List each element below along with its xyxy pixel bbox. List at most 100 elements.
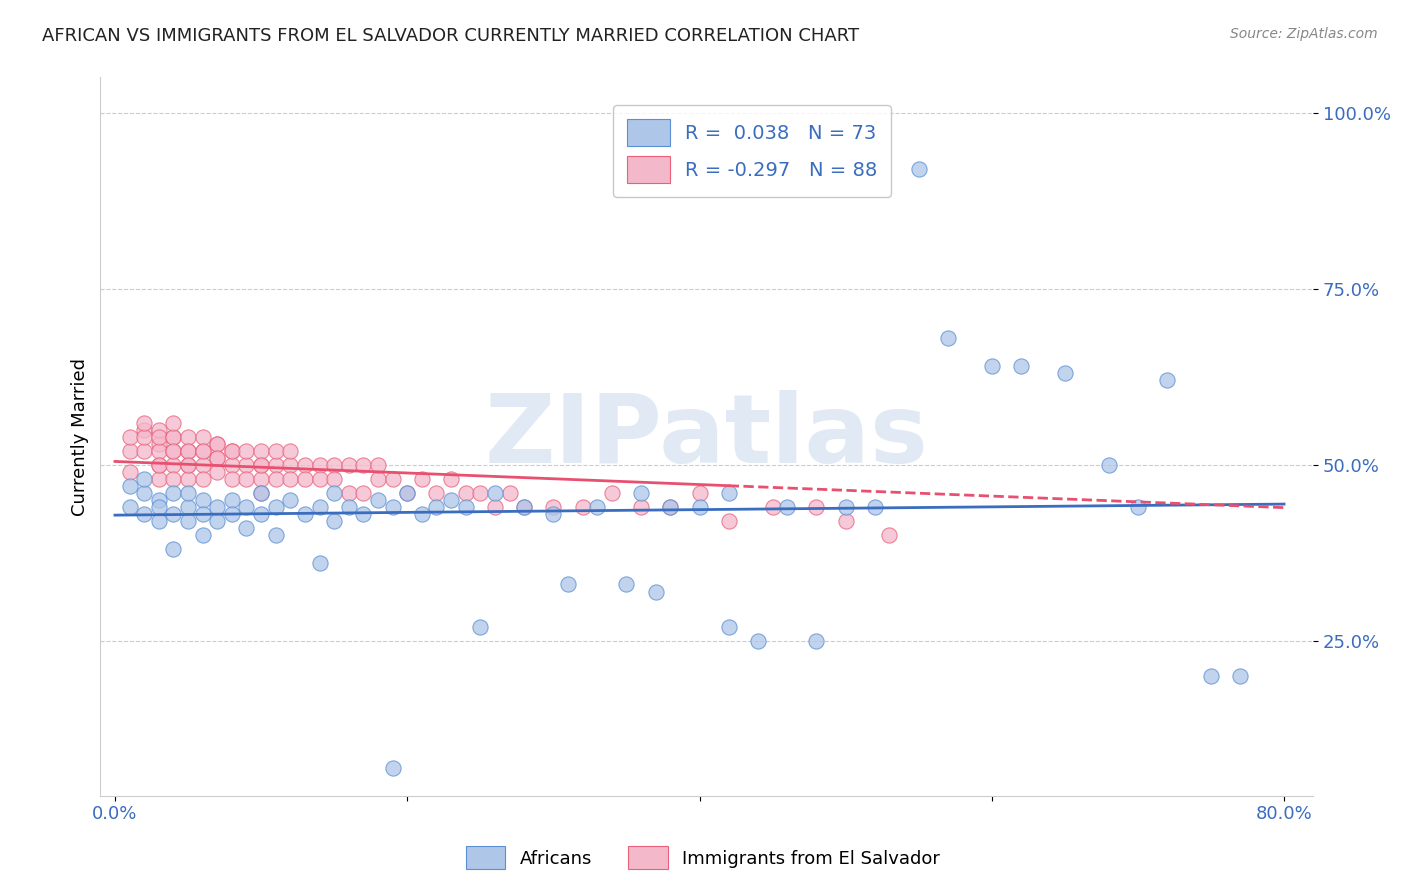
Point: [264, 528, 287, 542]
Point: [440, 472, 463, 486]
Point: [191, 507, 214, 521]
Point: [440, 493, 463, 508]
Point: [557, 577, 579, 591]
Point: [148, 423, 170, 437]
Point: [689, 486, 711, 500]
Point: [337, 486, 360, 500]
Point: [717, 514, 740, 528]
Point: [543, 500, 565, 514]
Point: [586, 500, 609, 514]
Point: [367, 493, 389, 508]
Point: [148, 500, 170, 514]
Point: [207, 514, 229, 528]
Point: [221, 493, 243, 508]
Point: [221, 443, 243, 458]
Point: [776, 500, 799, 514]
Point: [191, 429, 214, 443]
Point: [352, 486, 374, 500]
Point: [250, 507, 273, 521]
Point: [425, 500, 447, 514]
Point: [323, 458, 346, 472]
Point: [207, 450, 229, 465]
Point: [235, 443, 257, 458]
Point: [191, 458, 214, 472]
Point: [630, 500, 652, 514]
Point: [936, 331, 959, 345]
Point: [863, 500, 886, 514]
Point: [1010, 359, 1032, 374]
Y-axis label: Currently Married: Currently Married: [72, 358, 89, 516]
Point: [148, 493, 170, 508]
Point: [294, 458, 316, 472]
Point: [264, 500, 287, 514]
Point: [148, 443, 170, 458]
Point: [191, 493, 214, 508]
Point: [207, 436, 229, 450]
Point: [134, 423, 156, 437]
Point: [207, 436, 229, 450]
Point: [278, 493, 301, 508]
Point: [177, 458, 200, 472]
Point: [177, 458, 200, 472]
Point: [484, 486, 506, 500]
Point: [806, 633, 828, 648]
Point: [250, 458, 273, 472]
Point: [513, 500, 536, 514]
Point: [235, 472, 257, 486]
Point: [207, 465, 229, 479]
Point: [177, 514, 200, 528]
Point: [250, 443, 273, 458]
Point: [162, 507, 184, 521]
Point: [177, 429, 200, 443]
Point: [264, 458, 287, 472]
Point: [250, 486, 273, 500]
Point: [118, 479, 141, 493]
Point: [148, 458, 170, 472]
Point: [207, 500, 229, 514]
Point: [191, 443, 214, 458]
Point: [600, 486, 623, 500]
Point: [513, 500, 536, 514]
Point: [337, 500, 360, 514]
Point: [148, 514, 170, 528]
Point: [162, 416, 184, 430]
Point: [250, 458, 273, 472]
Point: [367, 458, 389, 472]
Point: [294, 472, 316, 486]
Legend: R =  0.038   N = 73, R = -0.297   N = 88: R = 0.038 N = 73, R = -0.297 N = 88: [613, 105, 891, 197]
Point: [308, 458, 330, 472]
Text: AFRICAN VS IMMIGRANTS FROM EL SALVADOR CURRENTLY MARRIED CORRELATION CHART: AFRICAN VS IMMIGRANTS FROM EL SALVADOR C…: [42, 27, 859, 45]
Point: [367, 472, 389, 486]
Point: [162, 472, 184, 486]
Point: [118, 443, 141, 458]
Point: [1053, 366, 1076, 380]
Point: [134, 507, 156, 521]
Point: [308, 557, 330, 571]
Point: [323, 514, 346, 528]
Point: [980, 359, 1002, 374]
Point: [1126, 500, 1149, 514]
Point: [278, 472, 301, 486]
Point: [118, 429, 141, 443]
Point: [162, 458, 184, 472]
Point: [177, 472, 200, 486]
Point: [278, 458, 301, 472]
Point: [235, 458, 257, 472]
Point: [381, 472, 404, 486]
Point: [162, 429, 184, 443]
Point: [221, 458, 243, 472]
Point: [1199, 669, 1222, 683]
Point: [454, 500, 477, 514]
Point: [191, 443, 214, 458]
Point: [630, 486, 652, 500]
Point: [396, 486, 419, 500]
Point: [191, 472, 214, 486]
Point: [717, 486, 740, 500]
Point: [148, 472, 170, 486]
Point: [235, 500, 257, 514]
Point: [177, 443, 200, 458]
Point: [148, 436, 170, 450]
Point: [834, 500, 856, 514]
Point: [118, 500, 141, 514]
Point: [162, 443, 184, 458]
